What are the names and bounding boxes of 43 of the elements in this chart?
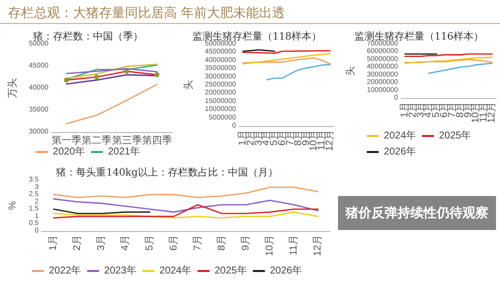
- x-tick-label: 12月: [324, 130, 336, 152]
- line-series: [52, 204, 319, 219]
- text: 猪价反弹持续性仍待观察: [338, 196, 496, 230]
- x-tick-label: 11月: [288, 235, 300, 256]
- y-axis-title: 头: [344, 66, 356, 76]
- x-tick-label: 4月: [120, 235, 132, 251]
- x-tick-label: 12月: [486, 102, 498, 124]
- legend-label: 2025年: [214, 264, 247, 276]
- legend-label: 2024年: [384, 130, 416, 142]
- legend-label: 2025年: [439, 130, 472, 142]
- y-axis-title: 万头: [6, 78, 18, 98]
- x-tick-label: 1月: [48, 235, 60, 251]
- line-series: [52, 186, 319, 198]
- legend-label: 2020年: [52, 146, 86, 158]
- line-series: [428, 62, 493, 74]
- legend-label: 2026年: [270, 264, 302, 276]
- x-tick-label: 6月: [168, 235, 180, 251]
- x-tick-label: 8月: [216, 235, 228, 251]
- x-tick-label: 2月: [72, 235, 84, 251]
- x-tick-label: 第三季: [112, 134, 142, 146]
- line-series: [266, 64, 331, 80]
- x-tick-label: 第一季: [51, 134, 82, 146]
- x-tick-label: 12月: [312, 235, 324, 256]
- y-axis-title: 头: [182, 80, 194, 90]
- line-series: [52, 198, 319, 213]
- x-tick-label: 5月: [144, 235, 156, 251]
- y-axis-title: %: [8, 200, 18, 210]
- text: 存栏总观：大猪存量同比居高 年前大肥未能出透: [8, 5, 286, 22]
- x-tick-label: 第二季: [82, 134, 112, 146]
- chart-title: 猪：每头重140kg以上：存栏数占比：中国（月）: [56, 166, 278, 178]
- x-tick-label: 10月: [264, 235, 276, 256]
- x-tick-label: 9月: [240, 235, 252, 251]
- line-series: [242, 53, 331, 64]
- legend-label: 2022年: [48, 264, 82, 276]
- legend-label: 2021年: [108, 146, 140, 158]
- x-tick-label: 第四季: [142, 134, 172, 146]
- legend-label: 2026年: [384, 146, 416, 158]
- line-series: [66, 84, 158, 124]
- legend-label: 2024年: [159, 264, 192, 276]
- x-tick-label: 7月: [192, 235, 204, 251]
- line-series: [404, 56, 493, 64]
- x-tick-label: 3月: [96, 235, 108, 251]
- legend-label: 2023年: [104, 264, 136, 276]
